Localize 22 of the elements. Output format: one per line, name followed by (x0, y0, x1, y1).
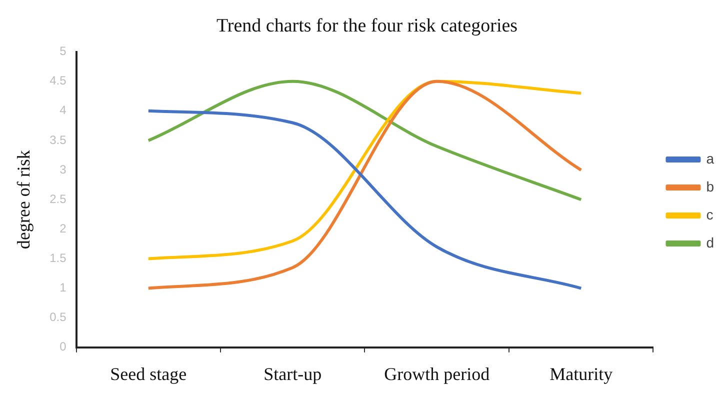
y-tick-label: 2.5 (50, 192, 67, 206)
x-tick-label: Maturity (550, 364, 613, 384)
chart-title: Trend charts for the four risk categories (216, 15, 518, 36)
y-tick-label: 2 (60, 221, 67, 236)
y-tick-label: 1 (60, 280, 67, 295)
y-tick-label: 3.5 (50, 132, 67, 147)
x-tick-label: Start-up (264, 364, 322, 384)
x-tick-label: Seed stage (110, 364, 187, 384)
y-tick-label: 0.5 (50, 310, 67, 324)
y-tick-label: 4.5 (50, 74, 67, 88)
legend-label: b (706, 178, 714, 194)
legend-label: d (706, 234, 714, 250)
x-tick-label: Growth period (384, 364, 490, 384)
y-tick-label: 1.5 (50, 251, 67, 266)
line-series (146, 80, 583, 202)
y-tick-label: 5 (60, 44, 67, 58)
y-axis-title: degree of risk (14, 150, 34, 250)
y-tick-label: 0 (60, 340, 67, 354)
legend-label: c (706, 206, 714, 222)
y-tick-label: 3 (60, 162, 67, 176)
y-tick-label: 4 (60, 103, 67, 118)
legend-label: a (706, 150, 714, 166)
